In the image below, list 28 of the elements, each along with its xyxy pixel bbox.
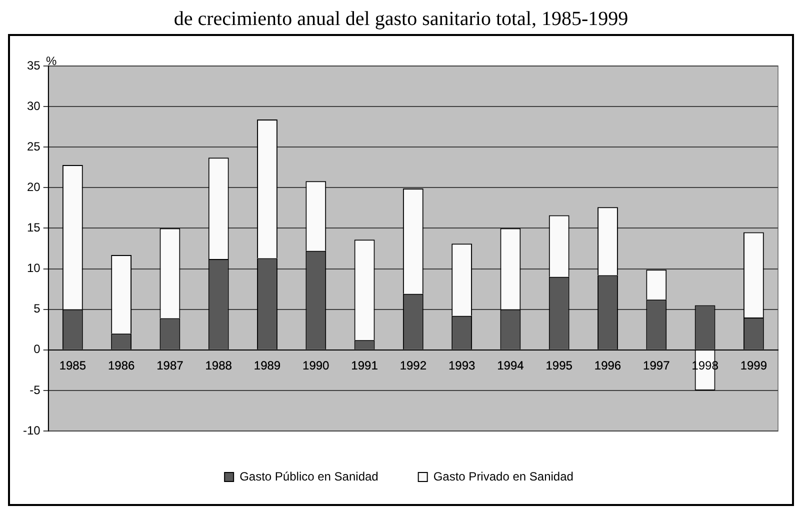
y-tick-label: -10 [23,423,41,438]
y-tick-label: -5 [30,382,41,397]
y-tick-label: 25 [26,139,41,154]
x-tick-label: 1994 [497,358,524,372]
legend-label: Gasto Privado en Sanidad [433,469,574,484]
x-tick-label: 1990 [302,358,330,372]
x-tick-label: 1987 [156,358,184,372]
x-tick-label: 1989 [254,358,281,372]
x-tick-label: 1999 [740,358,768,372]
x-tick-label: 1985 [59,358,86,372]
chart-title: de crecimiento anual del gasto sanitario total, 1985-1999 [172,8,630,32]
y-tick-label: 15 [26,220,41,235]
x-tick-label: 1997 [643,358,670,372]
y-axis-title: % [46,54,57,68]
legend-label: Gasto Público en Sanidad [240,469,378,484]
x-tick-label: 1986 [108,358,135,372]
x-tick-label: 1992 [400,358,427,372]
y-tick-label: 35 [26,58,41,72]
x-tick-label: 1988 [205,358,232,372]
x-tick-label: 1993 [448,358,476,372]
x-tick-label: 1991 [351,358,378,372]
x-tick-label: 1996 [594,358,622,372]
y-tick-label: 30 [26,98,41,113]
x-tick-label: 1995 [546,358,573,372]
y-tick-label: 0 [34,342,41,356]
y-tick-label: 20 [26,180,41,194]
y-tick-label: 5 [34,302,41,316]
y-tick-label: 10 [26,261,41,276]
